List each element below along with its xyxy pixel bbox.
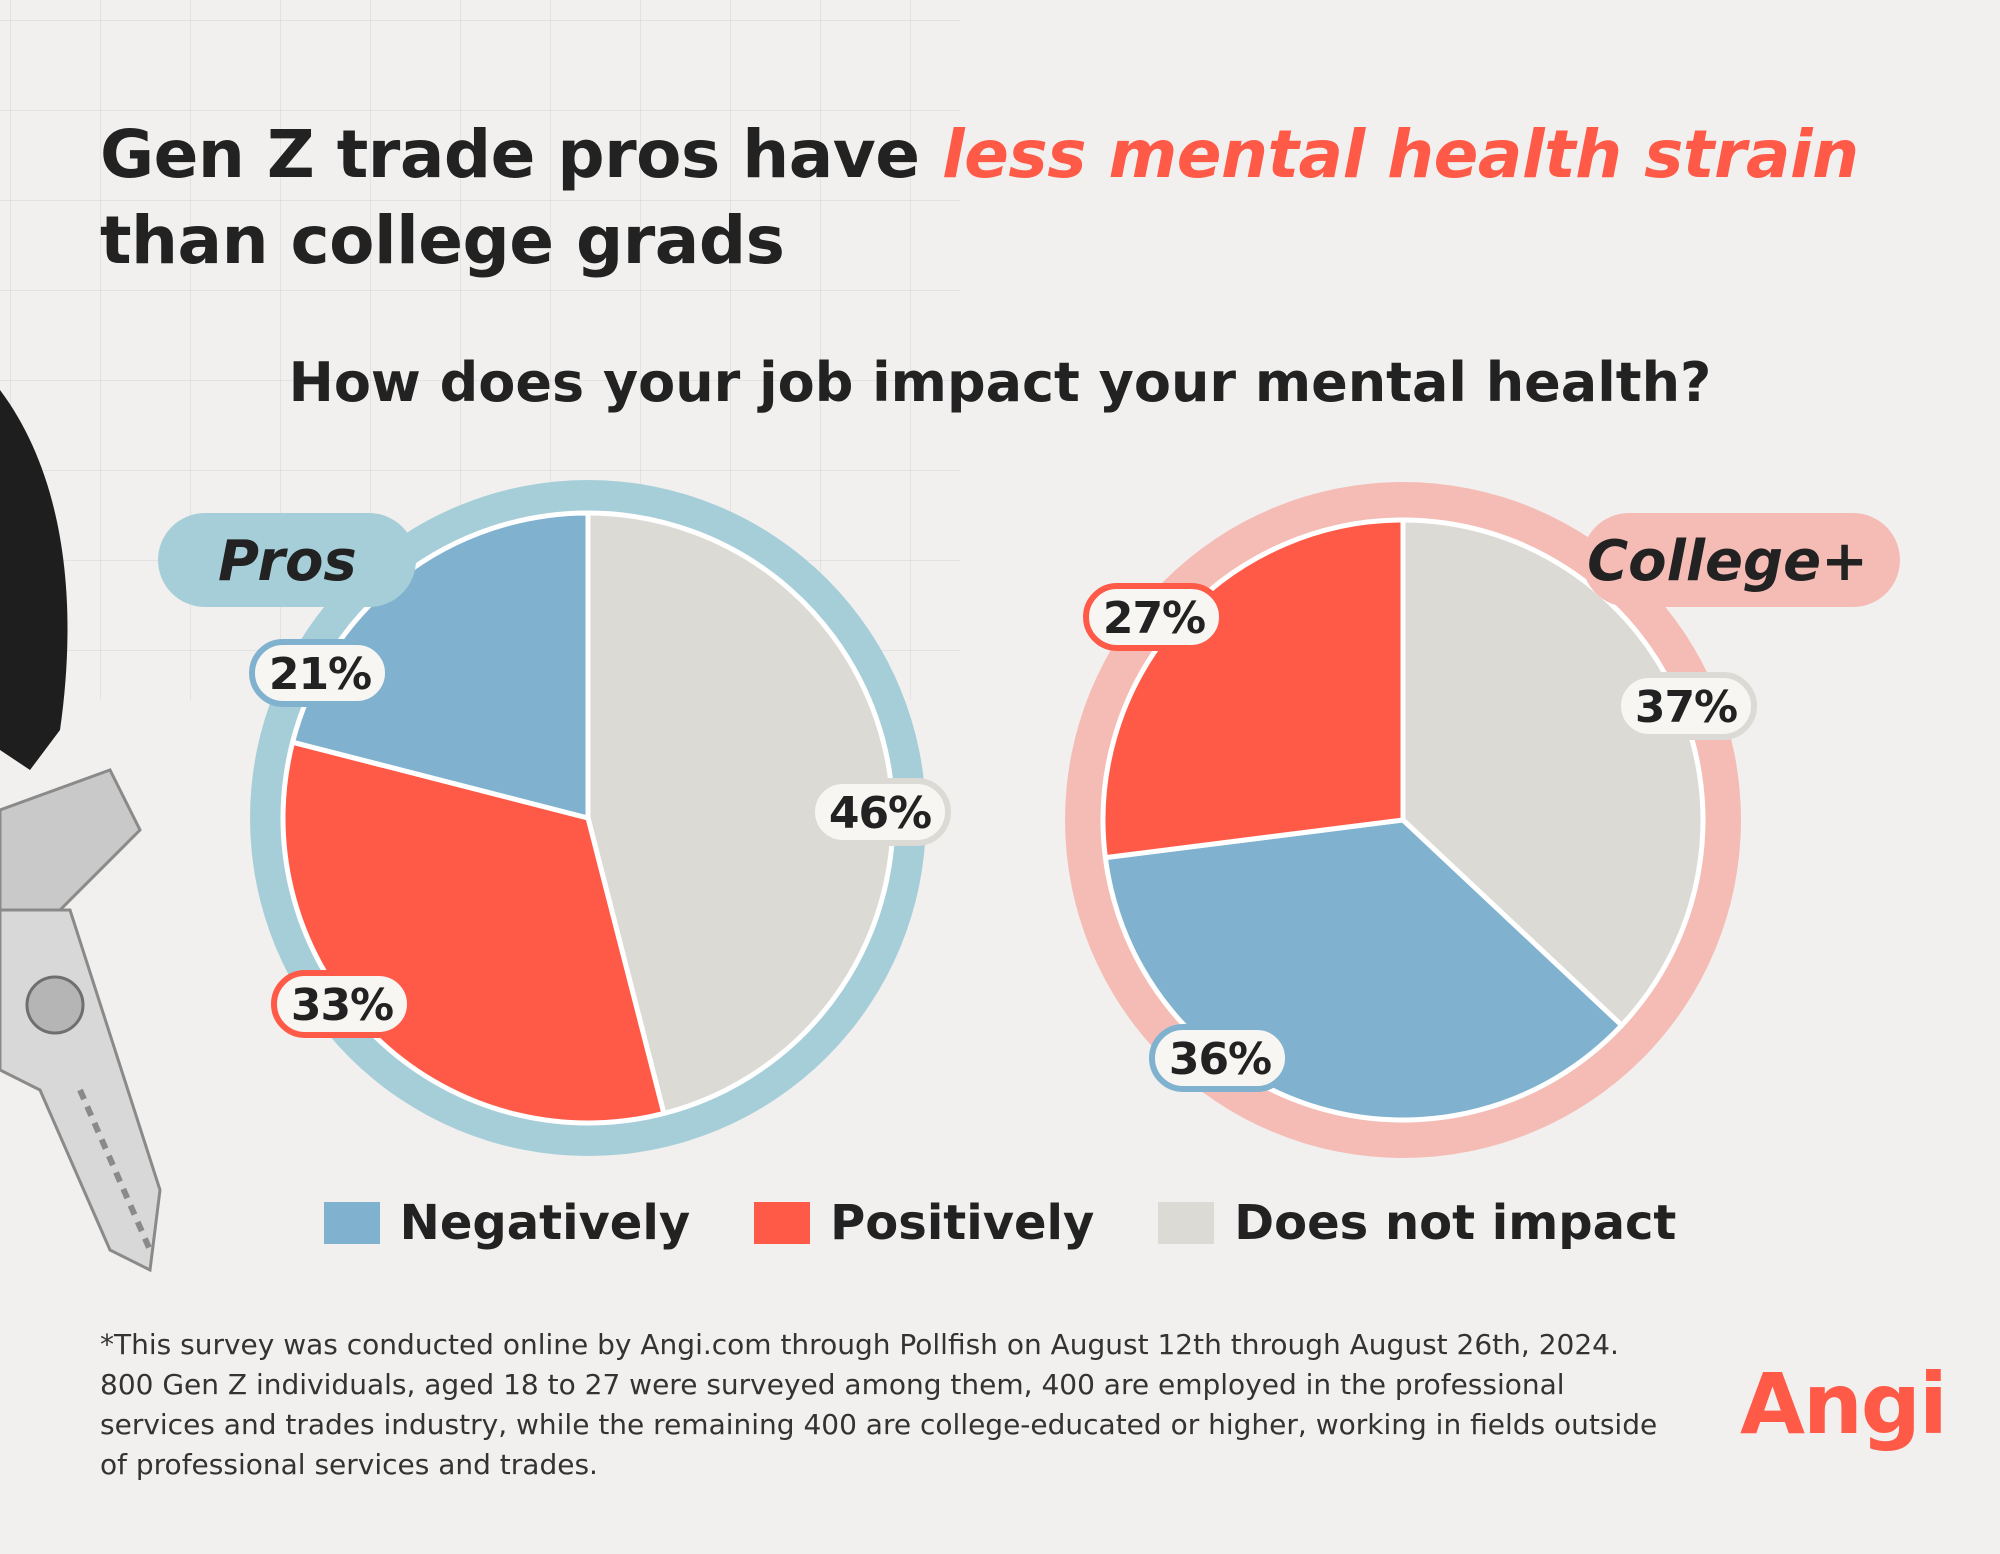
legend-label-positively: Positively	[830, 1195, 1095, 1251]
page-title: Gen Z trade pros have less mental health…	[100, 112, 1900, 284]
legend-swatch-does-not-impact	[1158, 1202, 1215, 1244]
pie-label-college: College+	[1587, 529, 1868, 594]
chart-question: How does your job impact your mental hea…	[288, 351, 1712, 414]
pie-label-pill-pros	[158, 513, 416, 607]
value-label-pros-does-not-impact: 46%	[829, 788, 931, 839]
value-badge-pros-does-not-impact	[809, 778, 951, 846]
legend: Negatively Positively Does not impact	[0, 1195, 2000, 1251]
title-highlight: less mental health strain	[942, 116, 1859, 193]
pie-label-pill-college	[1582, 513, 1900, 607]
value-badge-college-positively	[1083, 583, 1225, 651]
pliers-illustration	[0, 390, 162, 1273]
title-part-2: than college grads	[100, 202, 785, 279]
value-badge-college-does-not-impact	[1615, 672, 1757, 740]
value-badge-college-negatively	[1149, 1024, 1291, 1092]
angi-logo: Angi	[1740, 1355, 1948, 1453]
legend-swatch-positively	[754, 1202, 811, 1244]
value-badge-pros-negatively	[249, 639, 391, 707]
title-part-1: Gen Z trade pros have	[100, 116, 943, 193]
pie-chart-pros: Pros 21% 33% 46%	[158, 480, 951, 1156]
legend-label-negatively: Negatively	[399, 1195, 691, 1251]
legend-label-does-not-impact: Does not impact	[1234, 1195, 1677, 1251]
pie-slice-college-positively	[1100, 517, 1406, 861]
value-label-pros-positively: 33%	[291, 980, 393, 1031]
legend-item-positively: Positively	[754, 1195, 1094, 1251]
pie-chart-college: College+ 36% 27% 37%	[1065, 482, 1900, 1158]
value-label-college-negatively: 36%	[1169, 1034, 1271, 1085]
value-label-pros-negatively: 21%	[269, 649, 371, 700]
legend-item-does-not-impact: Does not impact	[1158, 1195, 1676, 1251]
value-badge-pros-positively	[271, 970, 413, 1038]
pie-label-pros: Pros	[218, 529, 357, 594]
value-label-college-does-not-impact: 37%	[1635, 682, 1737, 733]
legend-item-negatively: Negatively	[323, 1195, 691, 1251]
survey-footnote: *This survey was conducted online by Ang…	[100, 1328, 1658, 1481]
value-label-college-positively: 27%	[1103, 593, 1205, 644]
legend-swatch-negatively	[323, 1202, 380, 1244]
